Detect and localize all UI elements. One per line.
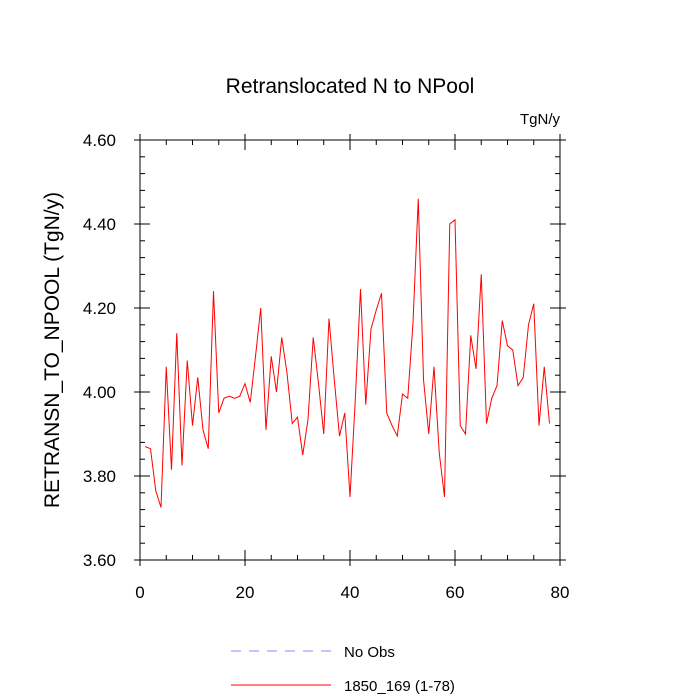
series-layer [145, 198, 550, 508]
axis-tick-labels: 0 20 40 60 80 3.60 3.80 4.00 4.20 4.40 4.60 [83, 131, 570, 602]
legend-label-no-obs: No Obs [344, 644, 395, 661]
x-tick-label: 40 [341, 583, 360, 602]
y-tick-label: 4.40 [83, 215, 116, 234]
legend-label-1850-169: 1850_169 (1-78) [344, 678, 455, 695]
y-tick-label: 4.00 [83, 383, 116, 402]
chart-title: Retranslocated N to NPool [226, 75, 475, 98]
x-tick-label: 0 [135, 583, 144, 602]
y-axis-label: RETRANSN_TO_NPOOL (TgN/y) [41, 192, 64, 508]
x-tick-label: 60 [446, 583, 465, 602]
units-label: TgN/y [520, 111, 561, 128]
y-tick-label: 4.20 [83, 299, 116, 318]
legend: No Obs 1850_169 (1-78) [231, 644, 455, 695]
series-line-0 [145, 198, 550, 508]
axis-ticks [134, 134, 566, 566]
x-tick-label: 80 [551, 583, 570, 602]
y-tick-label: 3.60 [83, 551, 116, 570]
x-tick-label: 20 [236, 583, 255, 602]
y-tick-label: 3.80 [83, 467, 116, 486]
y-tick-label: 4.60 [83, 131, 116, 150]
